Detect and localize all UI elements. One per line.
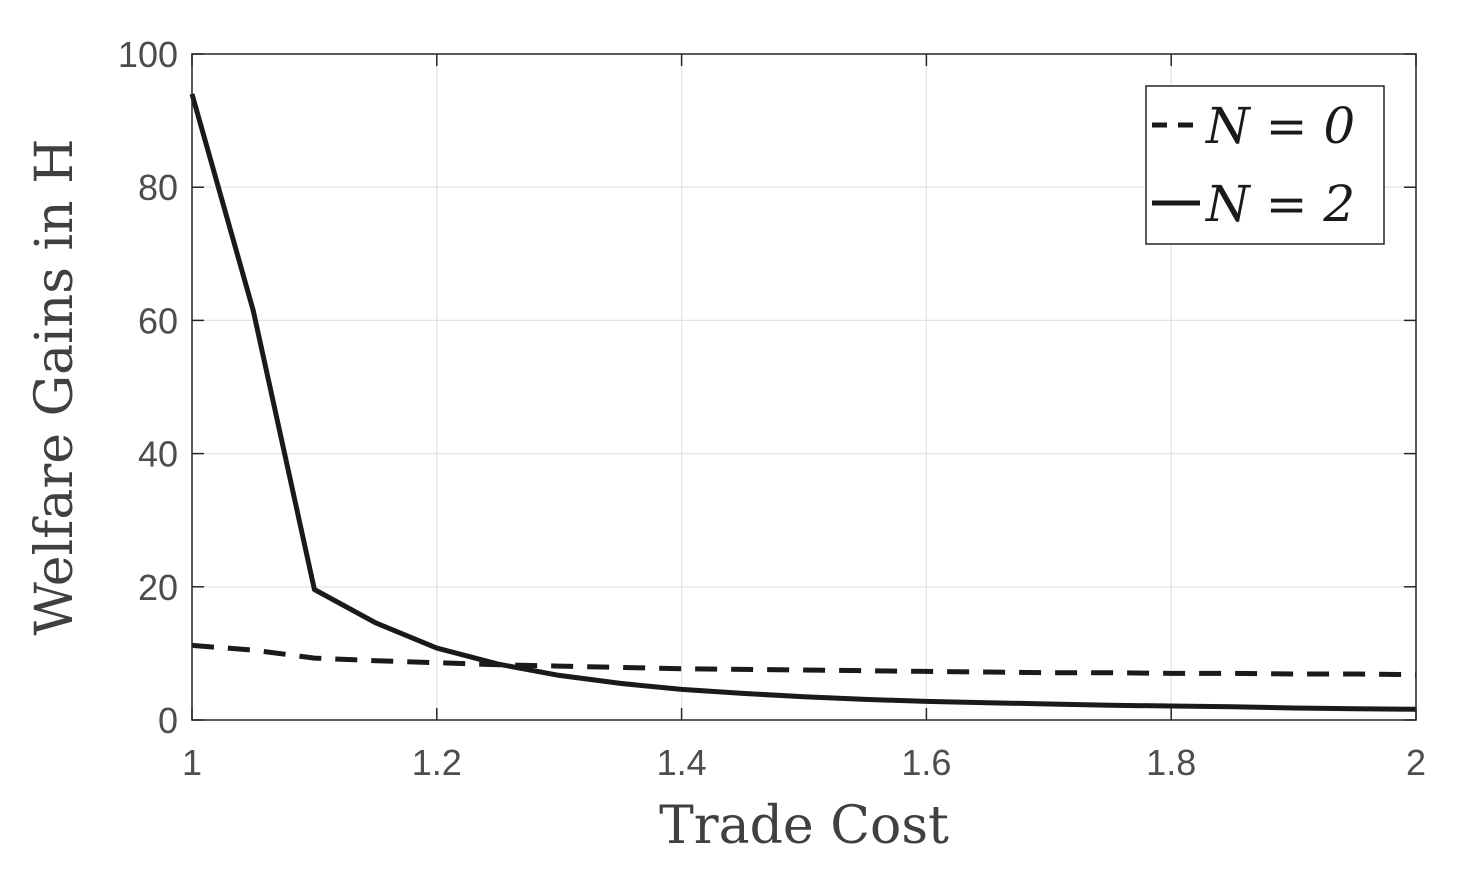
y-axis-title: Welfare Gains in H — [25, 139, 85, 636]
x-tick-label: 1.4 — [657, 742, 707, 783]
y-tick-label: 40 — [138, 434, 178, 475]
x-tick-label: 1.8 — [1146, 742, 1196, 783]
plot-frame — [191, 53, 1417, 721]
y-tick-label: 0 — [158, 700, 178, 741]
y-tick-label: 80 — [138, 167, 178, 208]
x-axis-title: Trade Cost — [659, 796, 949, 856]
y-tick-label: 60 — [138, 300, 178, 341]
tick-marks — [191, 53, 1417, 721]
y-tick-labels: 0 20 40 60 80 100 — [118, 34, 178, 741]
x-tick-label: 1.6 — [901, 742, 951, 783]
y-tick-label: 20 — [138, 567, 178, 608]
x-tick-labels: 1 1.2 1.4 1.6 1.8 2 — [182, 742, 1426, 783]
x-tick-label: 1 — [182, 742, 202, 783]
legend-box — [1145, 85, 1385, 245]
legend: N = 0 N = 2 — [1145, 85, 1385, 245]
series-layer — [189, 93, 1417, 712]
series-line-n0 — [191, 642, 1417, 678]
legend-label-n0: N = 0 — [1205, 97, 1355, 155]
y-tick-label: 100 — [118, 34, 178, 75]
x-tick-label: 1.2 — [412, 742, 462, 783]
x-tick-label: 2 — [1406, 742, 1426, 783]
series-line-n2 — [189, 93, 1417, 712]
legend-label-n2: N = 2 — [1205, 175, 1355, 233]
